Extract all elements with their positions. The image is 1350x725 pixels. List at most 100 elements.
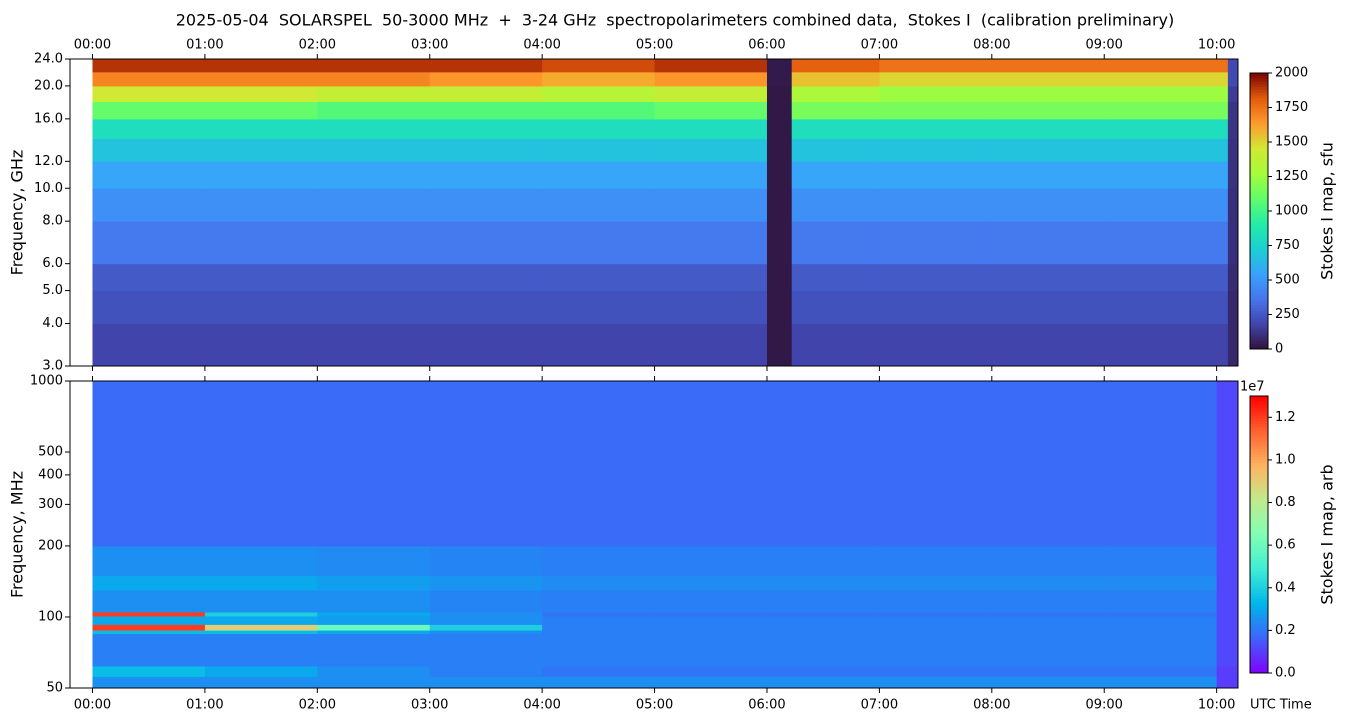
colorbar-tick-label: 0.0 bbox=[1275, 666, 1296, 681]
colorbar-step bbox=[1250, 636, 1268, 641]
heatmap-cell bbox=[991, 676, 1105, 689]
heatmap-cell bbox=[1227, 188, 1239, 222]
colorbar-step bbox=[1250, 329, 1268, 333]
colorbar-step bbox=[1250, 581, 1268, 585]
colorbar-step bbox=[1250, 404, 1268, 408]
heatmap-cell bbox=[654, 381, 768, 547]
heatmap-cell bbox=[204, 290, 318, 325]
colorbar-step bbox=[1250, 650, 1268, 655]
heatmap-cell bbox=[317, 71, 431, 87]
heatmap-cell bbox=[542, 161, 656, 189]
colorbar-tick-label: 500 bbox=[1275, 273, 1300, 288]
heatmap-cell bbox=[317, 188, 431, 222]
colorbar-step bbox=[1250, 578, 1268, 583]
colorbar-step bbox=[1250, 451, 1268, 455]
heatmap-cell bbox=[766, 590, 880, 613]
colorbar-step bbox=[1250, 191, 1268, 195]
heatmap-cell bbox=[429, 85, 543, 102]
colorbar-step bbox=[1250, 517, 1268, 522]
heatmap-cell bbox=[1104, 138, 1229, 162]
colorbar-step bbox=[1250, 440, 1268, 444]
colorbar-step bbox=[1250, 526, 1268, 530]
heatmap-cell bbox=[879, 85, 993, 102]
colorbar-step bbox=[1250, 103, 1268, 107]
heatmap-cell bbox=[879, 611, 993, 617]
heatmap-cell bbox=[429, 615, 543, 625]
heatmap-cell bbox=[879, 118, 993, 140]
colorbar-step bbox=[1250, 164, 1268, 168]
colorbar-step bbox=[1250, 420, 1268, 425]
heatmap-cell bbox=[991, 71, 1105, 87]
colorbar-step bbox=[1250, 340, 1268, 344]
colorbar-step bbox=[1250, 587, 1268, 591]
heatmap-cell bbox=[204, 188, 318, 222]
heatmap-cell bbox=[92, 138, 206, 162]
colorbar-step bbox=[1250, 443, 1268, 447]
heatmap-cell bbox=[542, 323, 656, 367]
heatmap-cell bbox=[429, 101, 543, 120]
colorbar-step bbox=[1250, 252, 1268, 256]
heatmap-cell bbox=[991, 188, 1105, 222]
colorbar-label: Stokes I map, sfu bbox=[1318, 142, 1337, 280]
colorbar-step bbox=[1250, 492, 1268, 497]
x-tick-label: 07:00 bbox=[861, 38, 898, 53]
heatmap-cell bbox=[766, 615, 880, 625]
colorbar-step bbox=[1250, 332, 1268, 336]
y-tick-label: 100 bbox=[38, 609, 63, 624]
heatmap-cell bbox=[542, 624, 656, 631]
heatmap-cell bbox=[791, 263, 880, 292]
colorbar-step bbox=[1250, 304, 1268, 309]
heatmap-cell bbox=[317, 633, 431, 667]
colorbar-step bbox=[1250, 409, 1268, 414]
heatmap-cell bbox=[317, 676, 431, 689]
heatmap-cell bbox=[1104, 71, 1229, 87]
heatmap-cell bbox=[542, 545, 656, 576]
heatmap-cell bbox=[92, 381, 206, 547]
heatmap-cell bbox=[766, 85, 793, 102]
colorbar-step bbox=[1250, 337, 1268, 342]
heatmap-cell bbox=[1104, 85, 1229, 102]
heatmap-cell bbox=[542, 263, 656, 292]
x-tick-label: 05:00 bbox=[636, 38, 673, 53]
heatmap-cell bbox=[654, 630, 768, 635]
heatmap-cell bbox=[791, 59, 880, 73]
heatmap-cell bbox=[1216, 545, 1239, 576]
colorbar-offset: 1e7 bbox=[1240, 380, 1265, 395]
colorbar-step bbox=[1250, 169, 1268, 173]
heatmap-cell bbox=[1104, 676, 1218, 689]
heatmap-cell bbox=[879, 575, 993, 591]
colorbar-step bbox=[1250, 495, 1268, 499]
colorbar-step bbox=[1250, 612, 1268, 616]
heatmap-cell bbox=[1216, 575, 1239, 591]
colorbar-step bbox=[1250, 235, 1268, 240]
heatmap-cell bbox=[654, 221, 768, 265]
colorbar-step bbox=[1250, 257, 1268, 262]
heatmap-cell bbox=[879, 545, 993, 576]
colorbar-tick-label: 0.2 bbox=[1275, 623, 1296, 638]
heatmap-cell bbox=[429, 630, 543, 635]
colorbar-step bbox=[1250, 73, 1268, 77]
heatmap-cell bbox=[317, 615, 431, 625]
colorbar-step bbox=[1250, 216, 1268, 220]
colorbar-step bbox=[1250, 114, 1268, 118]
heatmap-cell bbox=[991, 615, 1105, 625]
heatmap-cell bbox=[1104, 161, 1229, 189]
heatmap-cell bbox=[204, 138, 318, 162]
heatmap-cell bbox=[991, 665, 1105, 677]
heatmap-cell bbox=[204, 575, 318, 591]
heatmap-cell bbox=[204, 665, 318, 677]
colorbar-step bbox=[1250, 600, 1268, 605]
colorbar-step bbox=[1250, 501, 1268, 505]
heatmap-cell bbox=[542, 630, 656, 635]
heatmap-cell bbox=[92, 290, 206, 325]
colorbar-step bbox=[1250, 659, 1268, 663]
colorbar-step bbox=[1250, 562, 1268, 566]
colorbar-step bbox=[1250, 180, 1268, 184]
heatmap-cell bbox=[1104, 118, 1229, 140]
x-tick-label: 03:00 bbox=[411, 698, 448, 713]
heatmap-cell bbox=[1104, 290, 1229, 325]
heatmap-cell bbox=[991, 633, 1105, 667]
colorbar-step bbox=[1250, 434, 1268, 439]
y-tick-label: 12.0 bbox=[34, 154, 63, 169]
heatmap-cell bbox=[429, 633, 543, 667]
